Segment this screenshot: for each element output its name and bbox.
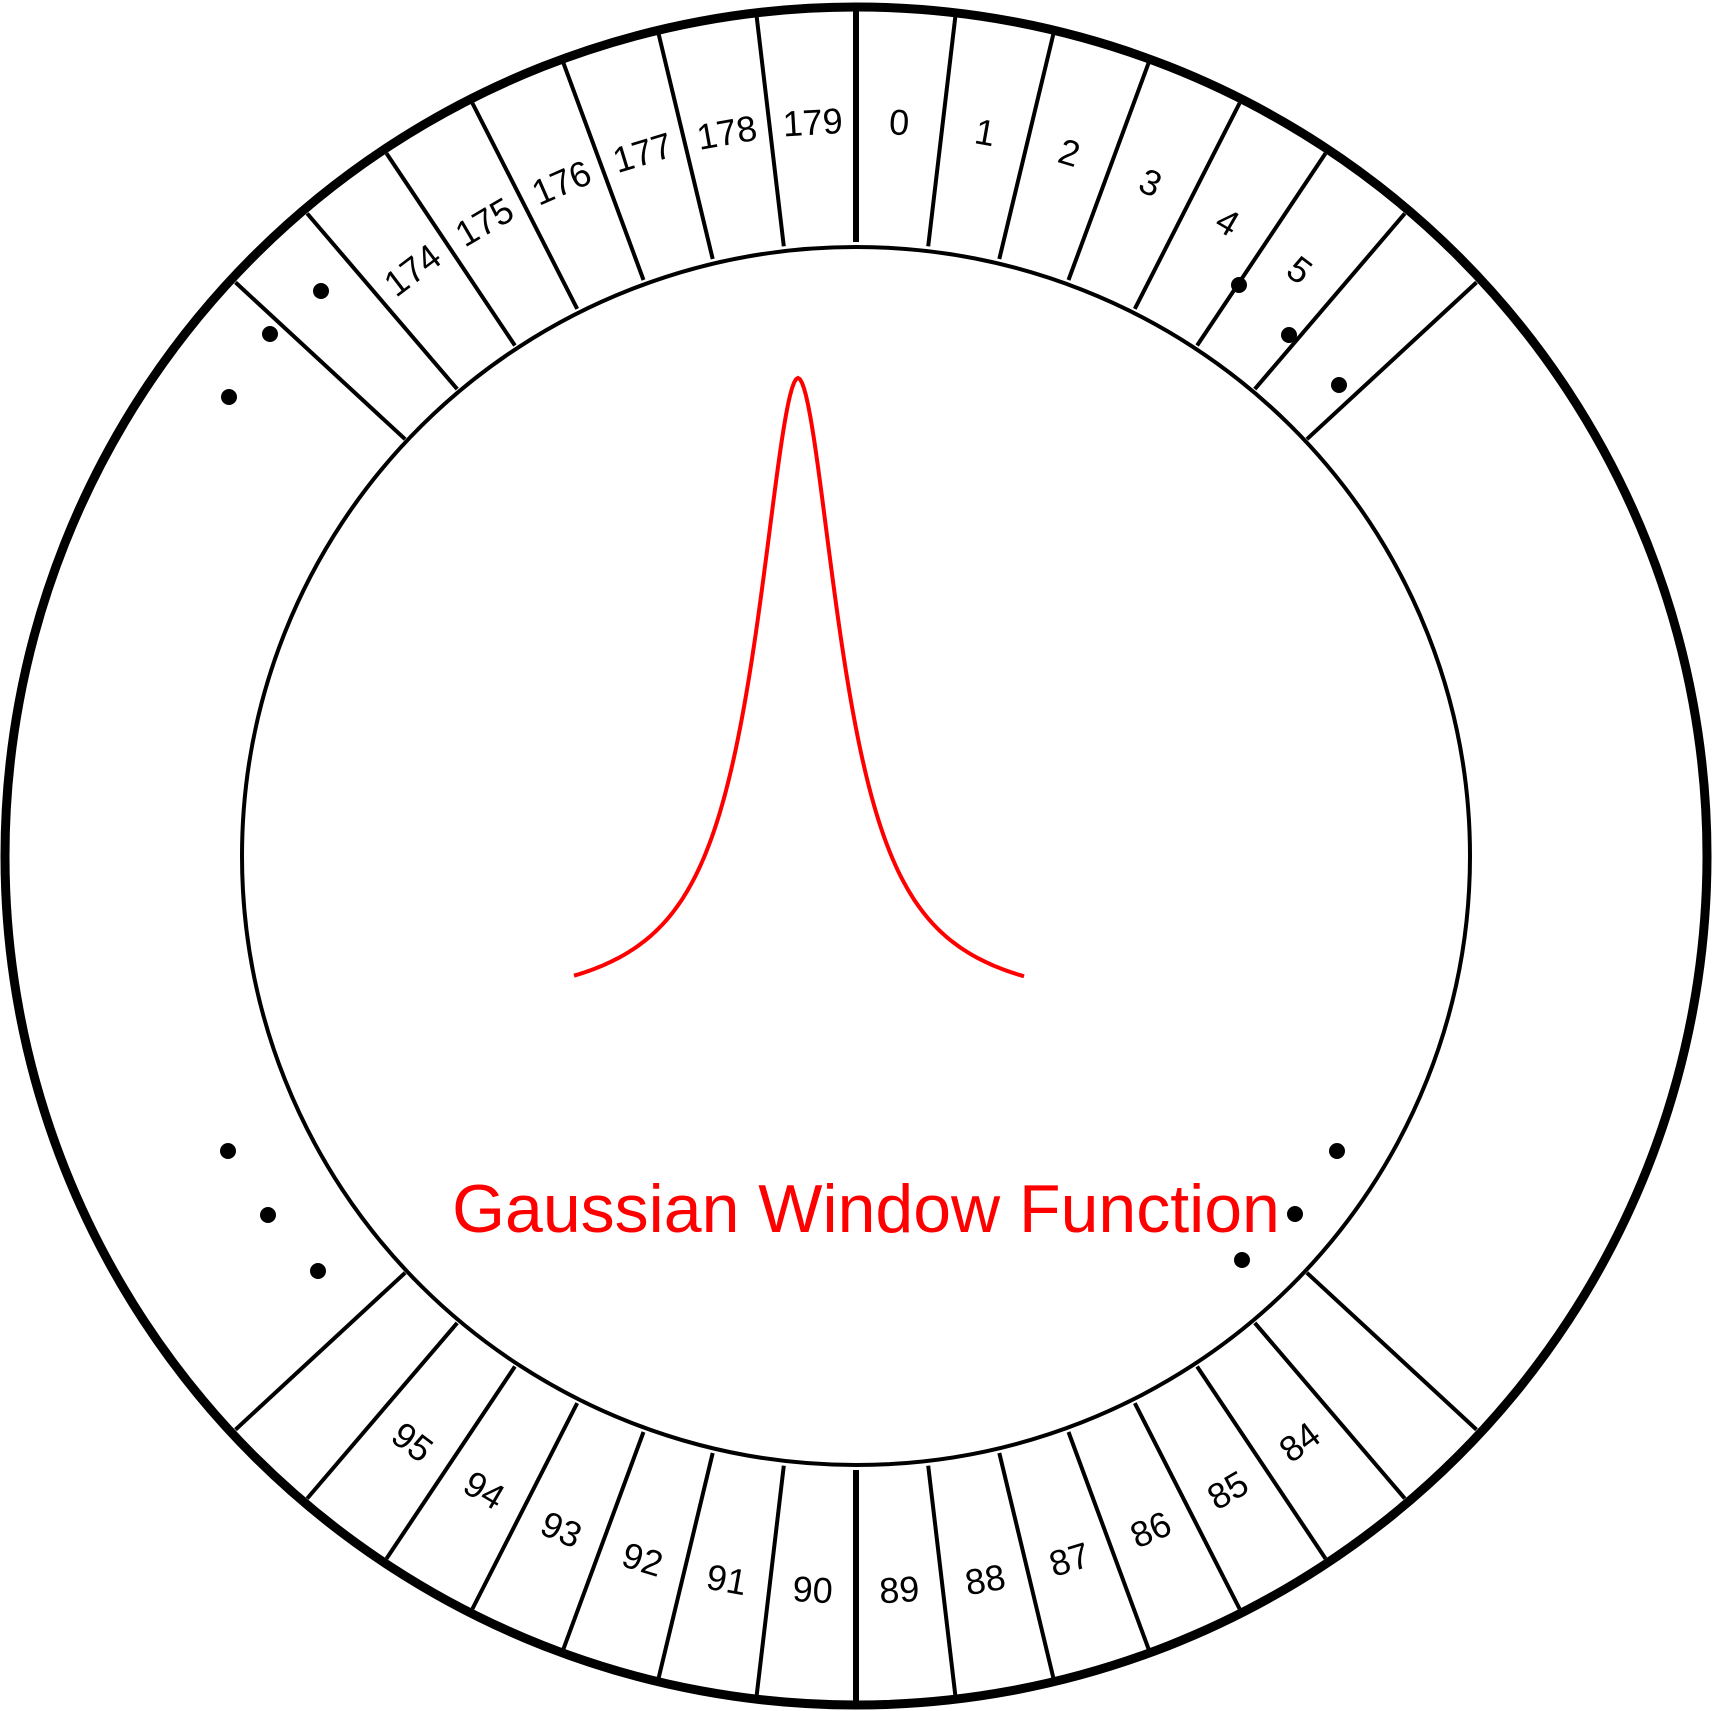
top-bin-label: 179 [782, 100, 844, 144]
top-bin-label: 0 [888, 101, 910, 143]
ellipsis-dot [220, 1143, 236, 1159]
bottom-bin-divider [754, 1465, 786, 1696]
bottom-bin-divider [234, 1271, 407, 1432]
ellipsis-dot [1329, 1143, 1345, 1159]
bottom-bin-divider [997, 1452, 1056, 1679]
bottom-bin-label: 91 [703, 1556, 750, 1603]
top-bin-divider [1133, 102, 1242, 310]
ellipsis-dot [1281, 327, 1297, 343]
bottom-bin-divider [305, 1321, 459, 1500]
bin-dividers [234, 11, 1478, 1701]
ellipsis-dot [310, 1263, 326, 1279]
top-bin-divider [1305, 280, 1478, 441]
ellipsis-dot [221, 389, 237, 405]
bottom-bin-label: 94 [457, 1462, 512, 1518]
bottom-bin-label: 92 [617, 1534, 667, 1585]
bottom-bin-label: 93 [535, 1503, 588, 1557]
top-bin-label: 4 [1209, 199, 1247, 245]
bottom-bin-divider [1133, 1402, 1242, 1610]
bottom-bin-divider [470, 1402, 579, 1610]
top-bin-divider [656, 33, 715, 260]
top-bin-divider [470, 102, 579, 310]
bottom-bin-label: 87 [1044, 1534, 1094, 1585]
top-bin-label: 178 [694, 107, 760, 158]
ellipsis-dot [1331, 377, 1347, 393]
bottom-bin-divider [1066, 1431, 1151, 1650]
bottom-bin-label: 88 [962, 1556, 1009, 1603]
ellipsis-dot [313, 283, 329, 299]
top-bin-label: 176 [526, 152, 597, 214]
ellipsis-dot [262, 326, 278, 342]
top-bin-divider [754, 16, 786, 247]
top-bin-label: 175 [448, 189, 521, 255]
ellipsis-dot [260, 1207, 276, 1223]
top-bin-divider [384, 152, 517, 347]
bottom-bin-divider [561, 1431, 646, 1650]
bottom-bin-label: 85 [1200, 1462, 1255, 1518]
bottom-bin-label: 89 [878, 1568, 920, 1611]
bottom-bin-divider [1253, 1321, 1407, 1500]
bottom-bin-divider [656, 1452, 715, 1679]
gaussian-curve [573, 375, 1025, 979]
bottom-bin-label: 90 [792, 1568, 834, 1611]
top-bin-label: 1 [972, 110, 999, 154]
top-bin-divider [1253, 212, 1407, 391]
top-bin-divider [561, 62, 646, 281]
bottom-bin-divider [1305, 1271, 1478, 1432]
top-bin-divider [234, 280, 407, 441]
bottom-bin-divider [384, 1365, 517, 1560]
top-bin-label: 174 [376, 236, 449, 305]
top-bin-divider [926, 16, 958, 247]
bottom-bin-label: 86 [1124, 1503, 1177, 1557]
top-bin-label: 2 [1054, 130, 1085, 175]
bottom-bin-divider [926, 1465, 958, 1696]
top-bin-divider [997, 33, 1056, 260]
diagram-title: Gaussian Window Function [452, 1171, 1280, 1247]
top-bin-divider [1066, 62, 1151, 281]
ellipsis-dot [1287, 1206, 1303, 1222]
bottom-bin-label: 95 [384, 1414, 441, 1471]
top-bin-divider [1195, 152, 1328, 347]
top-bin-label: 3 [1133, 160, 1168, 206]
ellipsis-dot [1231, 277, 1247, 293]
bottom-bin-label: 84 [1271, 1414, 1328, 1471]
top-bin-label: 5 [1279, 248, 1320, 293]
top-bin-label: 177 [608, 124, 677, 181]
ellipsis-dot [1234, 1252, 1250, 1268]
ellipsis-dots [220, 277, 1347, 1279]
bottom-bin-divider [1195, 1365, 1328, 1560]
inner-ring [240, 245, 1472, 1467]
top-bin-divider [305, 212, 459, 391]
